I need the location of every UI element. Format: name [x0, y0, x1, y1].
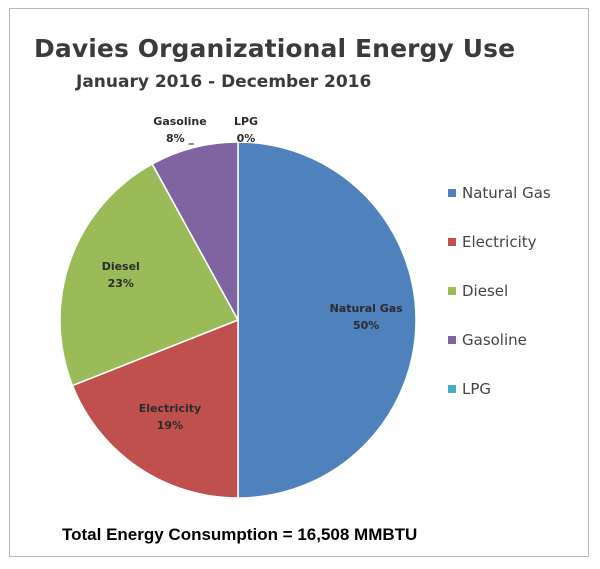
legend-label-gasoline: Gasoline	[462, 331, 527, 349]
pie-slice-gasoline	[151, 141, 239, 321]
pie-slices	[59, 141, 417, 499]
slice-label-electricity: Electricity 19%	[139, 402, 201, 432]
pie-slice-labels: Natural Gas 50% Electricity 19% Diesel 23% Gas…	[102, 115, 403, 432]
legend-item-gasoline: Gasoline	[448, 330, 551, 350]
legend-swatch-natural-gas	[448, 189, 456, 197]
slice-label-lpg: LPG 0%	[234, 115, 258, 145]
legend-label-natural-gas: Natural Gas	[462, 184, 551, 202]
chart-title: Davies Organizational Energy Use	[34, 34, 516, 63]
legend-swatch-lpg	[448, 385, 456, 393]
legend-item-lpg: LPG	[448, 379, 551, 399]
total-energy-footer: Total Energy Consumption = 16,508 MMBTU	[62, 525, 418, 544]
legend-label-diesel: Diesel	[462, 282, 509, 300]
legend-swatch-electricity	[448, 238, 456, 246]
legend-item-diesel: Diesel	[448, 281, 551, 301]
legend-item-electricity: Electricity	[448, 232, 551, 252]
slice-label-diesel: Diesel 23%	[102, 260, 140, 290]
chart-subtitle: January 2016 - December 2016	[76, 72, 372, 92]
legend-item-natural-gas: Natural Gas	[448, 183, 551, 203]
slice-label-gasoline: Gasoline 8% _	[153, 115, 206, 145]
pie-slice-diesel	[59, 162, 240, 387]
chart-legend: Natural Gas Electricity Diesel Gasoline …	[448, 183, 551, 428]
pie-slice-natural-gas	[237, 141, 417, 499]
slice-label-natural-gas: Natural Gas 50%	[330, 302, 404, 332]
legend-label-electricity: Electricity	[462, 233, 537, 251]
legend-swatch-diesel	[448, 287, 456, 295]
legend-label-lpg: LPG	[462, 380, 492, 398]
legend-swatch-gasoline	[448, 336, 456, 344]
pie-slice-electricity	[71, 318, 239, 499]
